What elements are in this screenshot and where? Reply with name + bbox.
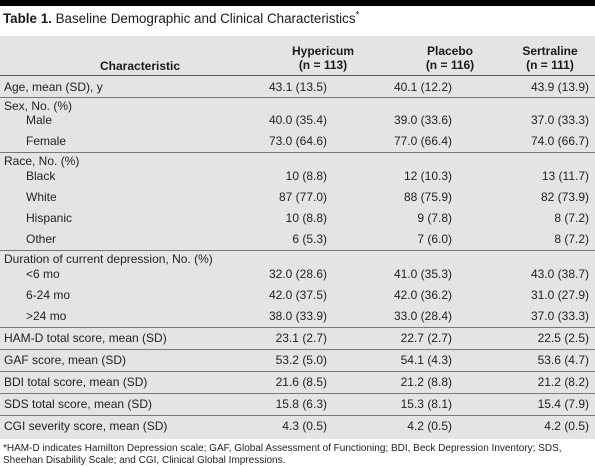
column-header-sertraline-n: (n = 111) bbox=[526, 58, 574, 72]
column-header-hypericum-name: Hypericum bbox=[291, 44, 355, 58]
header-rule bbox=[0, 75, 595, 76]
cell-sertraline: 43.0 (38.7) bbox=[530, 267, 589, 281]
cell-placebo: 12 (10.3) bbox=[403, 169, 452, 183]
cell-hypericum: 32.0 (28.6) bbox=[268, 267, 327, 281]
row-label: Hispanic bbox=[26, 211, 73, 225]
row-label: CGI severity score, mean (SD) bbox=[4, 419, 168, 433]
column-header-placebo: Placebo (n = 116) bbox=[408, 44, 492, 72]
table-title: Table 1. Baseline Demographic and Clinic… bbox=[3, 10, 360, 26]
row-divider bbox=[0, 97, 595, 98]
row-label: GAF score, mean (SD) bbox=[4, 353, 127, 367]
cell-hypericum: 87 (77.0) bbox=[278, 190, 327, 204]
cell-placebo: 88 (75.9) bbox=[403, 190, 452, 204]
column-header-sertraline-name: Sertraline bbox=[522, 44, 578, 58]
cell-placebo: 22.7 (2.7) bbox=[400, 331, 452, 345]
row-label: Male bbox=[26, 113, 53, 127]
table-footnote: *HAM-D indicates Hamilton Depression sca… bbox=[3, 443, 562, 466]
table-caption: Baseline Demographic and Clinical Charac… bbox=[55, 11, 356, 26]
cell-placebo: 21.2 (8.8) bbox=[400, 375, 452, 389]
cell-sertraline: 37.0 (33.3) bbox=[530, 309, 589, 323]
row-label: White bbox=[26, 190, 57, 204]
row-label: <6 mo bbox=[26, 267, 60, 281]
cell-sertraline: 13 (11.7) bbox=[541, 169, 589, 183]
row-divider bbox=[0, 250, 595, 251]
cell-sertraline: 37.0 (33.3) bbox=[530, 113, 589, 127]
cell-sertraline: 21.2 (8.2) bbox=[537, 375, 589, 389]
column-header-placebo-name: Placebo bbox=[426, 44, 474, 58]
table-number: Table 1. bbox=[3, 11, 52, 26]
cell-placebo: 42.0 (36.2) bbox=[393, 288, 452, 302]
cell-placebo: 54.1 (4.3) bbox=[400, 353, 452, 367]
row-divider bbox=[0, 327, 595, 328]
cell-sertraline: 4.2 (0.5) bbox=[544, 419, 589, 433]
cell-sertraline: 15.4 (7.9) bbox=[537, 397, 589, 411]
cell-sertraline: 8 (7.2) bbox=[554, 232, 589, 246]
cell-placebo: 77.0 (66.4) bbox=[393, 134, 452, 148]
cell-hypericum: 53.2 (5.0) bbox=[275, 353, 327, 367]
cell-hypericum: 10 (8.8) bbox=[285, 169, 327, 183]
cell-placebo: 40.1 (12.2) bbox=[393, 80, 452, 94]
cell-placebo: 9 (7.8) bbox=[417, 211, 452, 225]
cell-hypericum: 21.6 (8.5) bbox=[275, 375, 327, 389]
row-divider bbox=[0, 415, 595, 416]
cell-sertraline: 8 (7.2) bbox=[554, 211, 589, 225]
cell-hypericum: 42.0 (37.5) bbox=[268, 288, 327, 302]
cell-hypericum: 15.8 (6.3) bbox=[275, 397, 327, 411]
row-group-label: Race, No. (%) bbox=[4, 154, 80, 168]
column-header-sertraline: Sertraline (n = 111) bbox=[510, 44, 590, 72]
row-label: >24 mo bbox=[26, 309, 67, 323]
row-divider bbox=[0, 393, 595, 394]
row-divider bbox=[0, 349, 595, 350]
cell-placebo: 39.0 (33.6) bbox=[393, 113, 452, 127]
row-divider bbox=[0, 371, 595, 372]
cell-hypericum: 73.0 (64.6) bbox=[268, 134, 327, 148]
row-label: HAM-D total score, mean (SD) bbox=[4, 331, 167, 345]
row-label: 6-24 mo bbox=[26, 288, 71, 302]
row-divider bbox=[0, 152, 595, 153]
cell-hypericum: 43.1 (13.5) bbox=[268, 80, 327, 94]
row-group-label: Duration of current depression, No. (%) bbox=[4, 252, 213, 266]
column-header-characteristic: Characteristic bbox=[100, 59, 181, 73]
cell-placebo: 7 (6.0) bbox=[417, 232, 452, 246]
row-group-label: Sex, No. (%) bbox=[4, 99, 73, 113]
characteristics-table: Characteristic Hypericum (n = 113) Place… bbox=[0, 36, 595, 439]
cell-placebo: 41.0 (35.3) bbox=[393, 267, 452, 281]
column-header-hypericum: Hypericum (n = 113) bbox=[280, 44, 366, 72]
row-label: BDI total score, mean (SD) bbox=[4, 375, 148, 389]
cell-sertraline: 74.0 (66.7) bbox=[530, 134, 589, 148]
top-rule bbox=[0, 0, 595, 6]
cell-sertraline: 53.6 (4.7) bbox=[537, 353, 589, 367]
column-header-hypericum-n: (n = 113) bbox=[298, 58, 348, 72]
row-label: SDS total score, mean (SD) bbox=[4, 397, 153, 411]
cell-placebo: 33.0 (28.4) bbox=[393, 309, 452, 323]
cell-sertraline: 43.9 (13.9) bbox=[530, 80, 589, 94]
column-header-placebo-n: (n = 116) bbox=[425, 58, 475, 72]
cell-hypericum: 38.0 (33.9) bbox=[268, 309, 327, 323]
row-label: Age, mean (SD), y bbox=[4, 80, 103, 94]
cell-hypericum: 40.0 (35.4) bbox=[268, 113, 327, 127]
cell-sertraline: 31.0 (27.9) bbox=[530, 288, 589, 302]
cell-hypericum: 10 (8.8) bbox=[285, 211, 327, 225]
row-label: Female bbox=[26, 134, 67, 148]
cell-hypericum: 6 (5.3) bbox=[292, 232, 327, 246]
row-label: Black bbox=[26, 169, 56, 183]
cell-hypericum: 4.3 (0.5) bbox=[282, 419, 327, 433]
row-label: Other bbox=[26, 232, 57, 246]
cell-hypericum: 23.1 (2.7) bbox=[275, 331, 327, 345]
title-footnote-mark: * bbox=[355, 10, 360, 21]
cell-placebo: 15.3 (8.1) bbox=[400, 397, 452, 411]
cell-sertraline: 22.5 (2.5) bbox=[537, 331, 589, 345]
cell-sertraline: 82 (73.9) bbox=[540, 190, 589, 204]
cell-placebo: 4.2 (0.5) bbox=[407, 419, 452, 433]
